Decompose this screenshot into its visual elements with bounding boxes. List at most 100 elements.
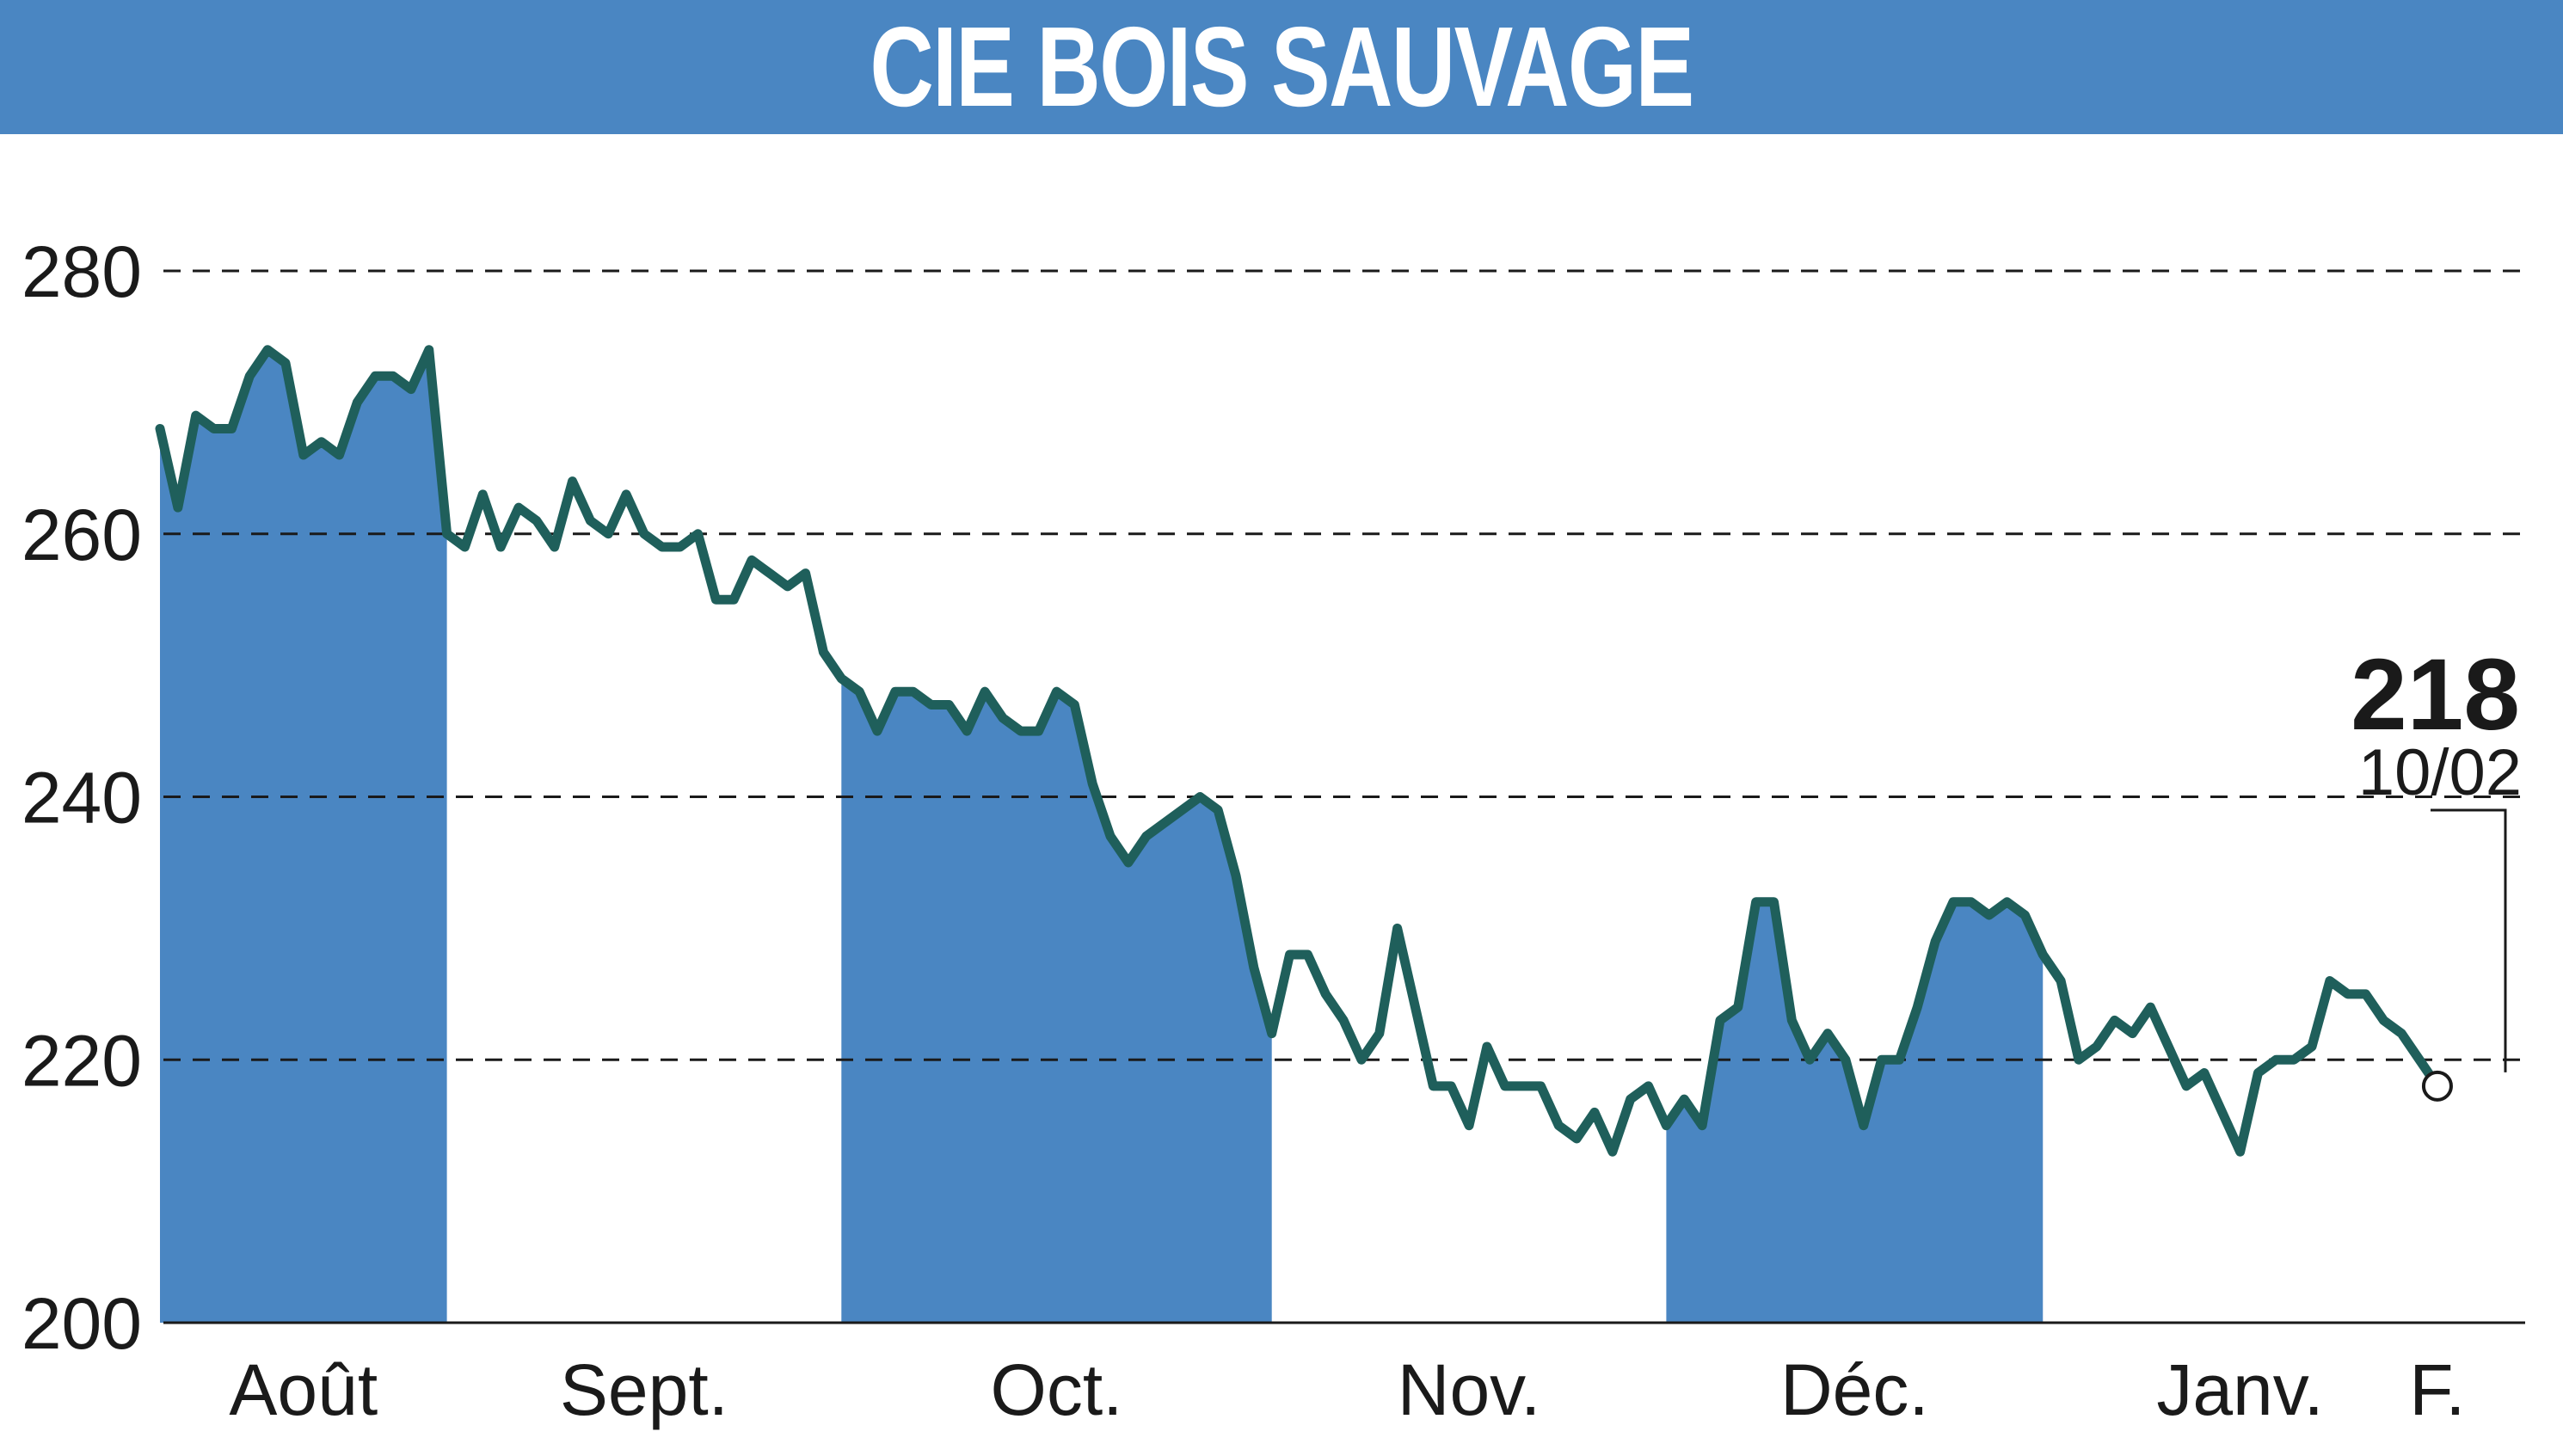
data-point [1091,782,1094,785]
data-point [2256,1072,2259,1075]
data-point [1485,1045,1489,1048]
data-point [302,453,305,457]
data-point [876,729,879,733]
data-point [1575,1137,1578,1140]
data-point [1718,1018,1722,1022]
data-point [266,348,269,352]
data-point [1449,1084,1453,1088]
month-label-0: Août [229,1349,378,1430]
data-point [1897,1058,1901,1061]
data-point [2077,1058,2081,1061]
data-point [894,690,897,693]
data-point [1252,966,1256,969]
y-tick-label-280: 280 [22,231,142,312]
data-point [821,650,825,654]
data-point [1055,690,1059,693]
data-point [481,493,484,496]
data-point [642,532,646,536]
data-point [2382,1018,2385,1022]
data-point [2041,953,2044,956]
x-axis-month-labels: Août Sept. Oct. Nov. Déc. Janv. F. [229,1349,2465,1430]
data-point [1503,1084,1507,1088]
grid-lines [163,269,2525,1324]
data-point [1288,953,1292,956]
data-point [1647,1084,1650,1088]
data-point [732,598,735,601]
data-point [2006,900,2009,904]
data-point [930,703,933,706]
data-point [1145,834,1148,838]
data-point [1933,940,1937,943]
data-point [248,374,251,378]
data-point [1180,808,1183,812]
month-label-6: F. [2409,1349,2465,1430]
month-label-4: Déc. [1780,1349,1929,1430]
data-point [1755,900,1758,904]
data-point [320,440,323,444]
data-point [1037,729,1041,733]
data-point [714,598,717,601]
last-value-label: 218 [2351,638,2520,752]
data-point [1324,992,1327,996]
data-point [1163,821,1166,825]
title-banner: CIE BOIS SAUVAGE [0,0,2563,134]
month-bands [160,349,2044,1324]
data-point [965,729,968,733]
data-point [230,427,233,430]
y-axis-ticks: 200 220 240 260 280 [22,231,142,1364]
data-point [1880,1058,1884,1061]
data-point [947,703,950,706]
data-point [463,545,466,549]
data-point [1773,900,1776,904]
data-point [2310,1045,2314,1048]
data-point [1073,703,1076,706]
data-point [2113,1018,2117,1022]
data-point [768,572,771,575]
data-point [697,532,700,536]
month-label-5: Janv. [2156,1349,2324,1430]
data-point [2059,980,2062,983]
data-point [446,532,449,536]
y-tick-label-220: 220 [22,1020,142,1101]
data-point [1557,1124,1560,1127]
data-point [391,374,395,378]
data-point [1664,1124,1668,1127]
data-point [1826,1032,1829,1035]
data-point [409,388,413,391]
data-point [2023,913,2026,917]
data-point [1915,1005,1919,1009]
data-point [2148,1005,2152,1009]
data-point [679,545,682,549]
month-label-3: Nov. [1398,1349,1540,1430]
data-point [1736,1005,1740,1009]
data-point [338,453,341,457]
data-point [373,374,377,378]
data-point [1970,900,1973,904]
data-point [1414,1005,1417,1009]
data-point [588,519,592,522]
data-point [1988,913,1991,917]
data-point [2239,1150,2242,1153]
data-point [1396,926,1399,930]
y-tick-label-200: 200 [22,1283,142,1364]
data-point [194,414,198,417]
data-point [2418,1058,2421,1061]
data-point [1001,716,1005,720]
data-point [2292,1058,2296,1061]
y-tick-label-260: 260 [22,495,142,575]
data-point [606,532,610,536]
last-value-annotation: 218 10/02 [2351,638,2522,1102]
data-point [1629,1097,1632,1101]
annotation-connector [2431,808,2507,1072]
last-date-label: 10/02 [2358,736,2522,809]
data-point [212,427,216,430]
data-point [1306,953,1309,956]
data-point [1539,1084,1542,1088]
data-point [2095,1045,2099,1048]
data-point [1700,1124,1704,1127]
data-point [1844,1058,1847,1061]
data-point [2221,1110,2224,1114]
month-band-2 [841,678,1272,1323]
data-point [1109,834,1112,838]
data-point [786,585,790,588]
